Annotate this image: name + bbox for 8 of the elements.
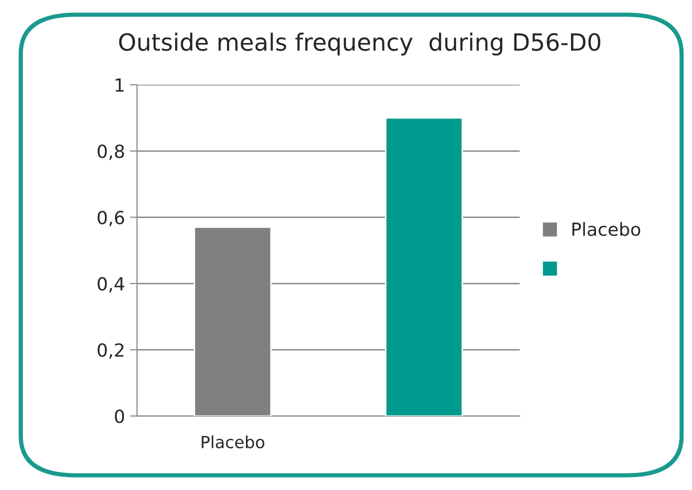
y-tick-label: 0,6 <box>98 210 124 226</box>
y-tick-label: 0,8 <box>98 144 124 160</box>
legend-label: Placebo <box>572 222 640 236</box>
chart-title: Outside meals frequency during D56-D0 <box>119 32 600 56</box>
y-tick-label: 1 <box>116 78 124 92</box>
y-tick-label: 0 <box>114 409 124 424</box>
y-tick-label: 0,2 <box>98 343 124 359</box>
y-tick-label: 0,4 <box>98 276 124 292</box>
